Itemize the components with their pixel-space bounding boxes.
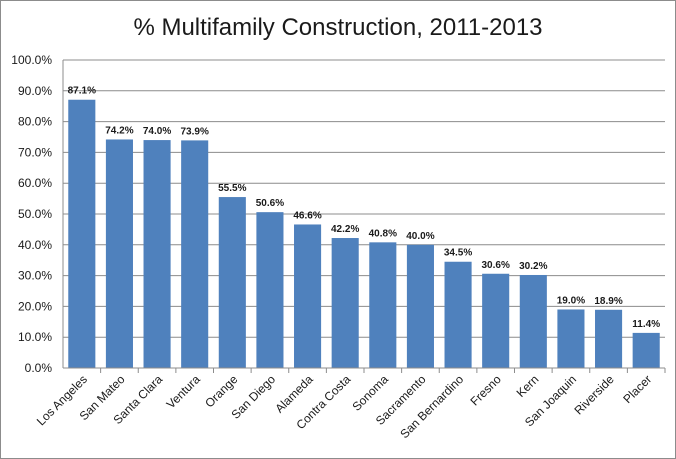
data-label: 46.6% bbox=[293, 210, 321, 221]
bar bbox=[218, 197, 246, 368]
data-label: 30.2% bbox=[519, 261, 547, 272]
y-tick-label: 50.0% bbox=[18, 207, 52, 221]
data-label: 34.5% bbox=[444, 248, 472, 259]
bar bbox=[143, 140, 171, 368]
bar bbox=[595, 309, 623, 368]
bar bbox=[632, 332, 660, 368]
y-tick-label: 40.0% bbox=[18, 238, 52, 252]
bar bbox=[181, 140, 209, 368]
bar bbox=[68, 99, 96, 369]
x-tick-label: Placer bbox=[620, 372, 654, 406]
x-tick-label: Los Angeles bbox=[34, 372, 90, 428]
x-tick-label: Ventura bbox=[164, 372, 203, 411]
y-tick-label: 10.0% bbox=[18, 330, 52, 344]
bar bbox=[406, 244, 434, 368]
bar bbox=[256, 212, 284, 368]
data-label: 55.5% bbox=[218, 183, 246, 194]
y-tick-label: 90.0% bbox=[18, 84, 52, 98]
data-label: 87.1% bbox=[68, 86, 96, 97]
data-label: 50.6% bbox=[256, 198, 284, 209]
data-label: 30.6% bbox=[482, 260, 510, 271]
y-tick-label: 70.0% bbox=[18, 145, 52, 159]
bar bbox=[444, 261, 472, 368]
bar bbox=[331, 238, 359, 368]
bar bbox=[105, 139, 133, 368]
bar bbox=[482, 273, 510, 368]
y-tick-label: 0.0% bbox=[25, 361, 53, 375]
chart-title: % Multifamily Construction, 2011-2013 bbox=[133, 14, 543, 41]
data-label: 74.2% bbox=[105, 125, 133, 136]
y-tick-label: 30.0% bbox=[18, 269, 52, 283]
y-tick-label: 60.0% bbox=[18, 176, 52, 190]
x-tick-label: Kern bbox=[514, 372, 542, 400]
data-label: 40.0% bbox=[406, 231, 434, 242]
data-label: 19.0% bbox=[557, 295, 585, 306]
data-label: 42.2% bbox=[331, 224, 359, 235]
data-label: 11.4% bbox=[632, 319, 660, 330]
y-tick-label: 100.0% bbox=[11, 53, 52, 67]
data-label: 74.0% bbox=[143, 126, 171, 137]
bar bbox=[369, 242, 397, 368]
x-tick-label: Riverside bbox=[571, 372, 616, 417]
data-label: 40.8% bbox=[369, 228, 397, 239]
x-tick-label: Fresno bbox=[467, 372, 504, 409]
bar bbox=[519, 274, 547, 368]
data-label: 73.9% bbox=[181, 126, 209, 137]
y-tick-label: 80.0% bbox=[18, 115, 52, 129]
bar bbox=[557, 309, 585, 368]
data-label: 18.9% bbox=[594, 296, 622, 307]
y-tick-label: 20.0% bbox=[18, 299, 52, 313]
bar bbox=[294, 224, 322, 368]
bars: 87.1% 74.2% 74.0% 73.9% 55.5% 50.6% 46.6% 42.2%… bbox=[68, 86, 660, 369]
